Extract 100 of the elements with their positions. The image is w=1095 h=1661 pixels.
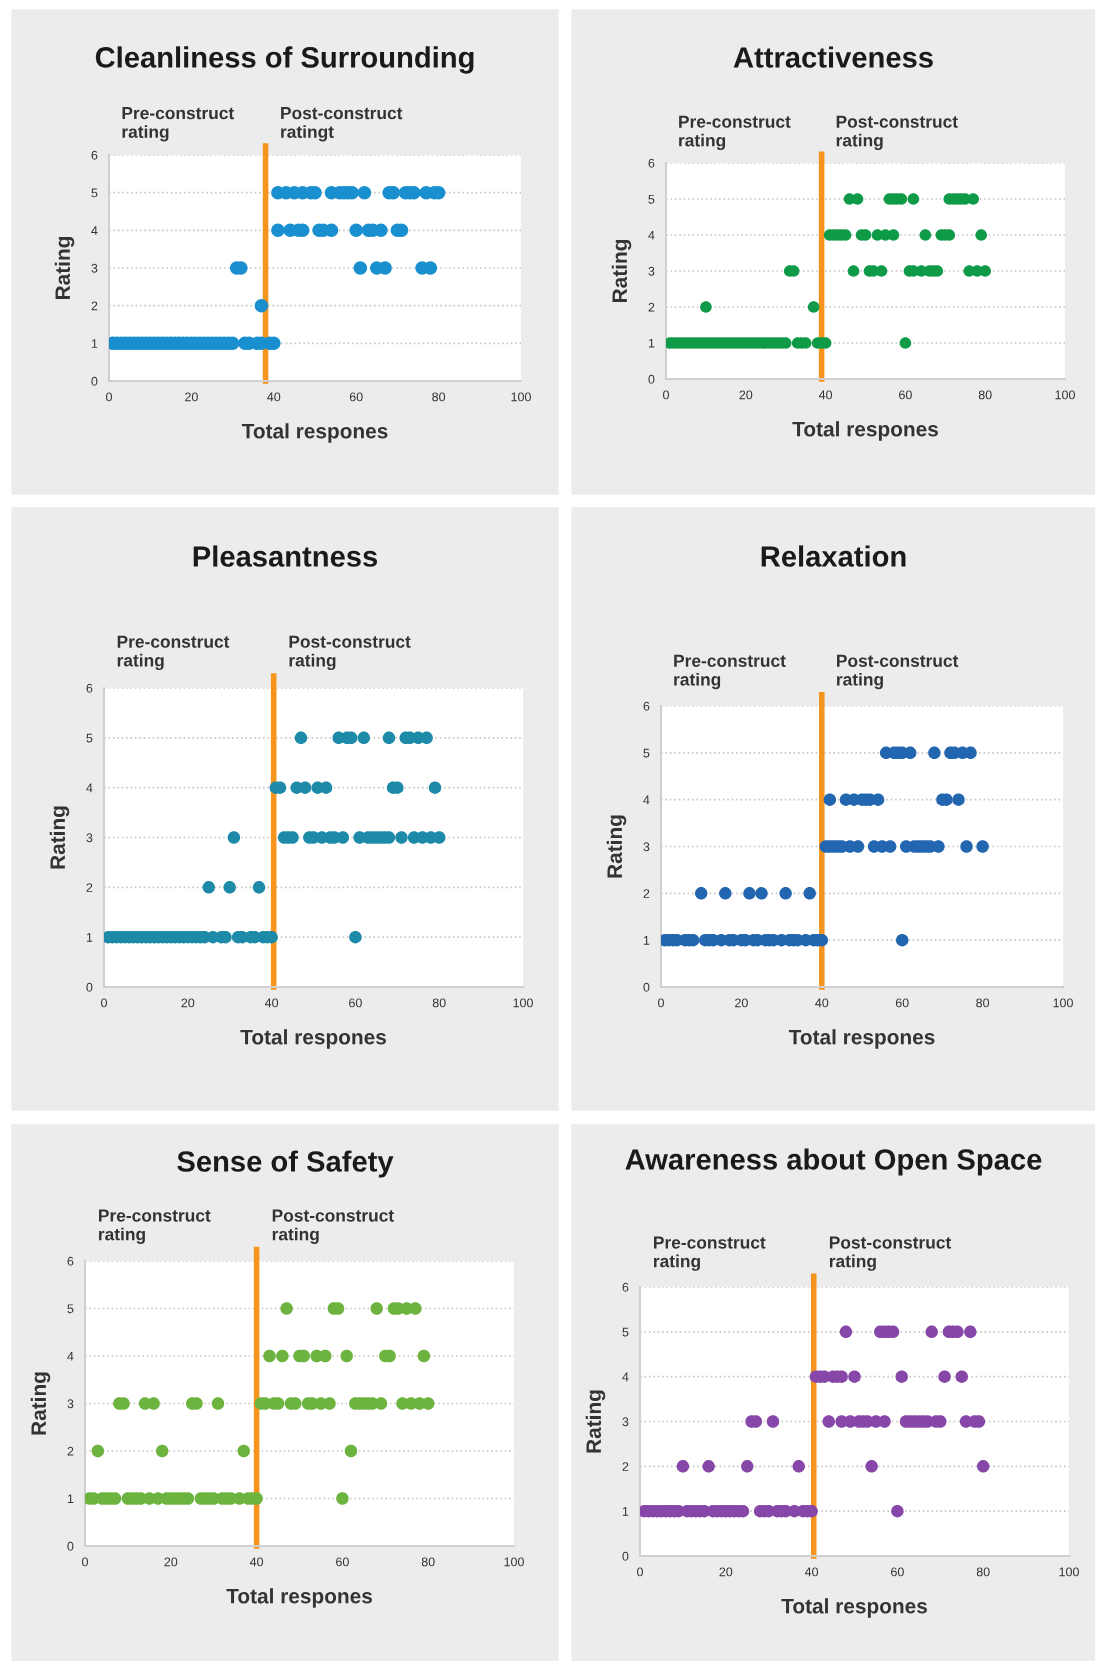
x-tick-label: 100 [1059,1567,1079,1577]
x-tick-label: 60 [891,1567,904,1577]
x-tick-label: 60 [336,1557,349,1567]
x-tick-label: 0 [658,998,664,1008]
y-tick-label: 1 [91,339,98,348]
y-tick-label: 0 [67,1541,74,1551]
x-tick-label: 20 [719,1567,733,1577]
x-axis-title: Total respones [241,423,388,443]
y-tick-label: 1 [86,933,93,942]
text: Post-construct rating [837,654,959,690]
x-tick-label: 100 [513,998,533,1008]
chart-title: Relaxation [761,545,906,567]
y-tick-label: 1 [622,1507,629,1516]
y-tick-label: 1 [67,1494,74,1504]
x-tick-label: 80 [976,998,990,1008]
x-tick-label: 40 [818,390,833,400]
y-tick-label: 1 [648,338,655,348]
x-tick-label: 60 [349,392,363,402]
x-tick-label: 80 [978,390,992,400]
x-tick-label: 20 [735,998,748,1008]
x-tick-label: 20 [181,998,195,1008]
y-axis-title: Rating [606,815,627,878]
text: Post-construct ratingt [281,107,403,142]
x-tick-label: 100 [504,1557,524,1567]
x-tick-label: 80 [976,1567,990,1577]
x-tick-label: 100 [511,392,531,402]
y-tick-label: 5 [91,188,98,198]
y-tick-label: 6 [622,1282,629,1292]
x-tick-label: 20 [739,390,753,400]
y-tick-label: 2 [643,889,650,898]
y-tick-label: 4 [643,795,650,805]
y-tick-label: 1 [643,936,650,945]
y-axis-title: Rating [30,1372,51,1435]
y-tick-label: 4 [91,226,98,235]
text: Post-construct rating [272,1209,394,1244]
x-axis-title: Total respones [781,1598,927,1618]
text: Post-construct rating [829,1236,952,1271]
y-tick-label: 3 [67,1399,74,1409]
x-axis-title: Total respones [792,421,938,441]
x-tick-label: 100 [1055,390,1075,400]
y-tick-label: 6 [86,683,93,693]
y-tick-label: 3 [91,263,98,273]
y-tick-label: 4 [67,1351,74,1361]
x-tick-label: 100 [1053,998,1073,1008]
text: Pre-construct rating [674,654,786,690]
x-tick-label: 0 [101,998,107,1008]
y-tick-label: 0 [86,982,93,992]
y-tick-label: 4 [622,1372,629,1382]
y-tick-label: 5 [86,733,93,743]
y-tick-label: 6 [648,158,655,168]
y-tick-label: 6 [91,150,98,160]
y-axis-title: Rating [54,236,75,300]
y-tick-label: 5 [67,1304,74,1314]
x-tick-label: 0 [106,392,112,402]
y-tick-label: 5 [648,194,655,204]
y-axis-title: Rating [611,239,632,303]
text: Pre-construct rating [117,635,230,671]
y-tick-label: 4 [86,783,93,793]
y-axis-title: Rating [585,1390,606,1453]
y-tick-label: 3 [643,842,650,852]
x-tick-label: 60 [895,998,909,1008]
chart-title: Awareness about Open Space [625,1148,1042,1176]
y-tick-label: 2 [648,302,655,312]
y-tick-label: 6 [67,1256,74,1266]
chart-title: Sense of Safety [177,1150,394,1178]
x-axis-title: Total respones [226,1588,372,1608]
y-tick-label: 3 [86,833,93,843]
y-tick-label: 0 [648,374,655,384]
x-tick-label: 0 [663,390,669,400]
x-tick-label: 60 [349,998,362,1008]
y-tick-label: 0 [643,982,650,992]
y-axis-title: Rating [49,806,70,869]
x-tick-label: 20 [185,392,198,402]
x-tick-label: 40 [264,998,279,1008]
x-tick-label: 60 [899,390,912,400]
y-tick-label: 6 [643,701,650,711]
x-tick-label: 40 [249,1557,264,1567]
y-tick-label: 3 [622,1417,629,1427]
x-axis-title: Total respones [788,1029,935,1049]
x-tick-label: 40 [804,1567,819,1577]
text: Pre-construct rating [654,1236,766,1271]
y-tick-label: 2 [67,1446,74,1456]
text: Pre-construct rating [122,107,235,142]
y-tick-label: 2 [622,1462,629,1471]
y-tick-label: 5 [643,748,650,758]
x-tick-label: 80 [432,998,446,1008]
chart-title: Pleasantness [193,545,378,567]
y-tick-label: 5 [622,1327,629,1337]
text: Pre-construct rating [99,1209,211,1244]
text: Post-construct rating [289,635,411,671]
text: Pre-construct rating [679,115,791,151]
y-tick-label: 0 [91,376,98,386]
x-tick-label: 80 [421,1557,435,1567]
x-tick-label: 40 [815,998,829,1008]
chart-title: Cleanliness of Surrounding [95,46,474,74]
y-tick-label: 4 [648,230,655,240]
text: Post-construct rating [836,115,958,151]
y-tick-label: 2 [91,301,98,311]
x-tick-label: 80 [432,392,446,402]
x-axis-title: Total respones [240,1029,386,1049]
